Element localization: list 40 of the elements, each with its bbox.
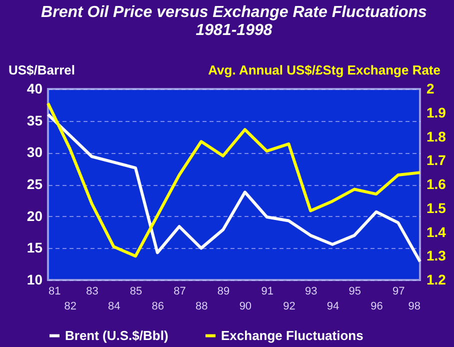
y-tick-label: 10: [26, 272, 43, 288]
y2-tick-label: 1.7: [426, 152, 446, 168]
y2-tick-label: 1.4: [426, 224, 446, 240]
x-tick-label: 87: [174, 286, 186, 298]
legend-label: Exchange Fluctuations: [221, 328, 364, 343]
y2-tick-label: 2: [426, 80, 434, 96]
x-tick-label: 85: [130, 286, 142, 298]
x-tick-label: 92: [283, 300, 296, 312]
x-tick-label: 83: [86, 286, 98, 298]
legend-label: Brent (U.S.$/Bbl): [65, 328, 168, 343]
y2-tick-label: 1.8: [426, 128, 446, 144]
x-tick-label: 90: [239, 300, 252, 312]
x-tick-label: 82: [64, 300, 77, 312]
y-tick-label: 15: [26, 240, 43, 256]
y2-tick-label: 1.5: [426, 200, 446, 216]
x-tick-label: 96: [370, 300, 383, 312]
y-tick-label: 25: [26, 176, 43, 192]
x-tick-label: 95: [348, 286, 361, 298]
x-tick-label: 84: [108, 300, 120, 312]
y2-axis-title: Avg. Annual US$/£Stg Exchange Rate: [208, 62, 440, 78]
x-tick-label: 98: [408, 300, 420, 312]
y-tick-label: 35: [26, 112, 43, 128]
x-tick-label: 81: [48, 286, 61, 298]
x-tick-label: 94: [326, 300, 340, 312]
y-tick-label: 30: [26, 144, 43, 160]
x-tick-label: 97: [392, 286, 405, 298]
y2-tick-label: 1.9: [426, 104, 446, 120]
x-tick-label: 88: [196, 300, 208, 312]
y-axis-title: US$/Barrel: [8, 62, 75, 78]
x-tick-label: 89: [217, 286, 230, 298]
y2-tick-label: 1.2: [426, 272, 446, 288]
x-tick-label: 93: [304, 286, 318, 298]
text: 1981-1998: [196, 22, 272, 39]
text: Brent Oil Price versus Exchange Rate Fluctuations: [41, 4, 427, 21]
y2-tick-label: 1.3: [426, 248, 446, 264]
y-tick-label: 20: [26, 208, 43, 224]
x-tick-label: 91: [261, 286, 274, 298]
x-tick-label: 86: [152, 300, 164, 312]
y2-tick-label: 1.6: [426, 176, 446, 192]
y-tick-label: 40: [26, 80, 43, 96]
